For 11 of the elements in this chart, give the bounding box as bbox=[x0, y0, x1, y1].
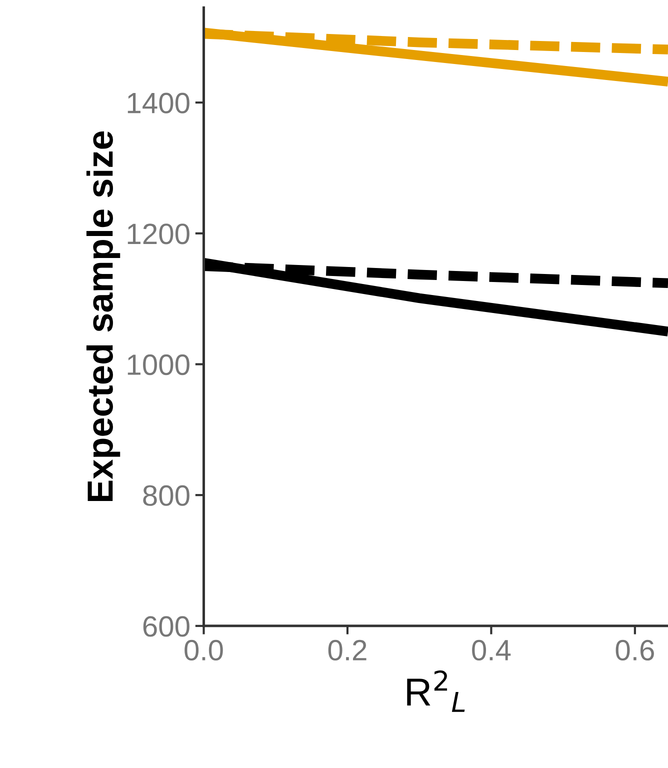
y-tick-label: 1400 bbox=[128, 92, 190, 114]
y-axis-title: Expected sample size bbox=[86, 131, 120, 502]
y-tick-label: 1000 bbox=[128, 354, 190, 376]
x-axis-title: R$^{2}$$_{L}$ bbox=[407, 670, 465, 712]
y-tick-label: 600 bbox=[143, 616, 190, 637]
x-tick-label: 0.2 bbox=[328, 640, 366, 661]
x-tick-label: 0.0 bbox=[184, 640, 223, 661]
x-tick-label: 0.6 bbox=[616, 640, 654, 661]
y-tick-label: 800 bbox=[143, 485, 190, 506]
x-tick-label: 0.4 bbox=[472, 640, 511, 661]
y-tick-label: 1200 bbox=[128, 224, 190, 244]
